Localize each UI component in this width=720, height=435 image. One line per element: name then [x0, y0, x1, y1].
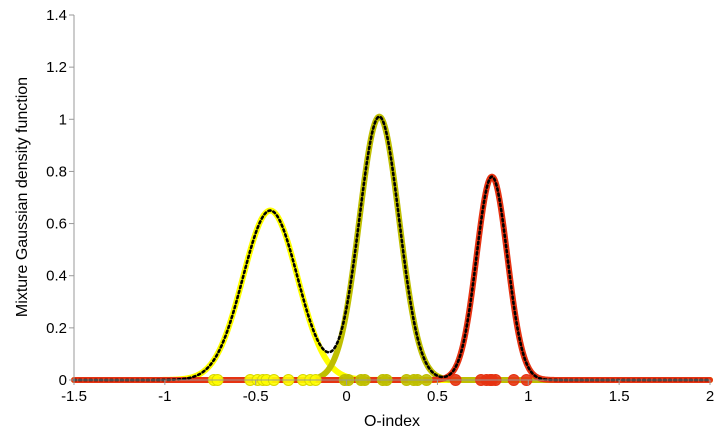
y-tick-label: 1.2: [46, 59, 67, 76]
component-curves: [71, 113, 713, 383]
x-tick-label: 1: [524, 388, 532, 405]
x-tick-label: 1.5: [609, 388, 630, 405]
x-tick-label: -1.5: [61, 388, 87, 405]
y-tick-label: 0.4: [46, 268, 67, 285]
x-tick-label: 0: [342, 388, 350, 405]
y-axis-label: Mixture Gaussian density function: [14, 77, 31, 317]
axes: [73, 15, 710, 381]
x-tick-label: 0.5: [427, 388, 448, 405]
y-tick-label: 0.8: [46, 163, 67, 180]
y-tick-label: 0.2: [46, 320, 67, 337]
x-tick-label: -1: [158, 388, 171, 405]
x-tick-label: 2: [706, 388, 714, 405]
component-curve-2: [71, 113, 713, 383]
y-tick-label: 1.4: [46, 7, 67, 24]
y-tick-label: 0.6: [46, 216, 67, 233]
component-curve-3: [71, 173, 713, 383]
observation-points: [207, 374, 533, 386]
y-tick-label: 0: [59, 372, 67, 389]
x-axis-label: O-index: [364, 413, 420, 430]
component-curve-1: [71, 207, 713, 383]
x-tick-label: -0.5: [243, 388, 269, 405]
y-tick-label: 1: [59, 111, 67, 128]
x-ticks: -1.5 -1 -0.5 0 0.5 1 1.5 2: [61, 380, 714, 405]
y-ticks: 0 0.2 0.4 0.6 0.8 1 1.2 1.4: [46, 7, 74, 389]
